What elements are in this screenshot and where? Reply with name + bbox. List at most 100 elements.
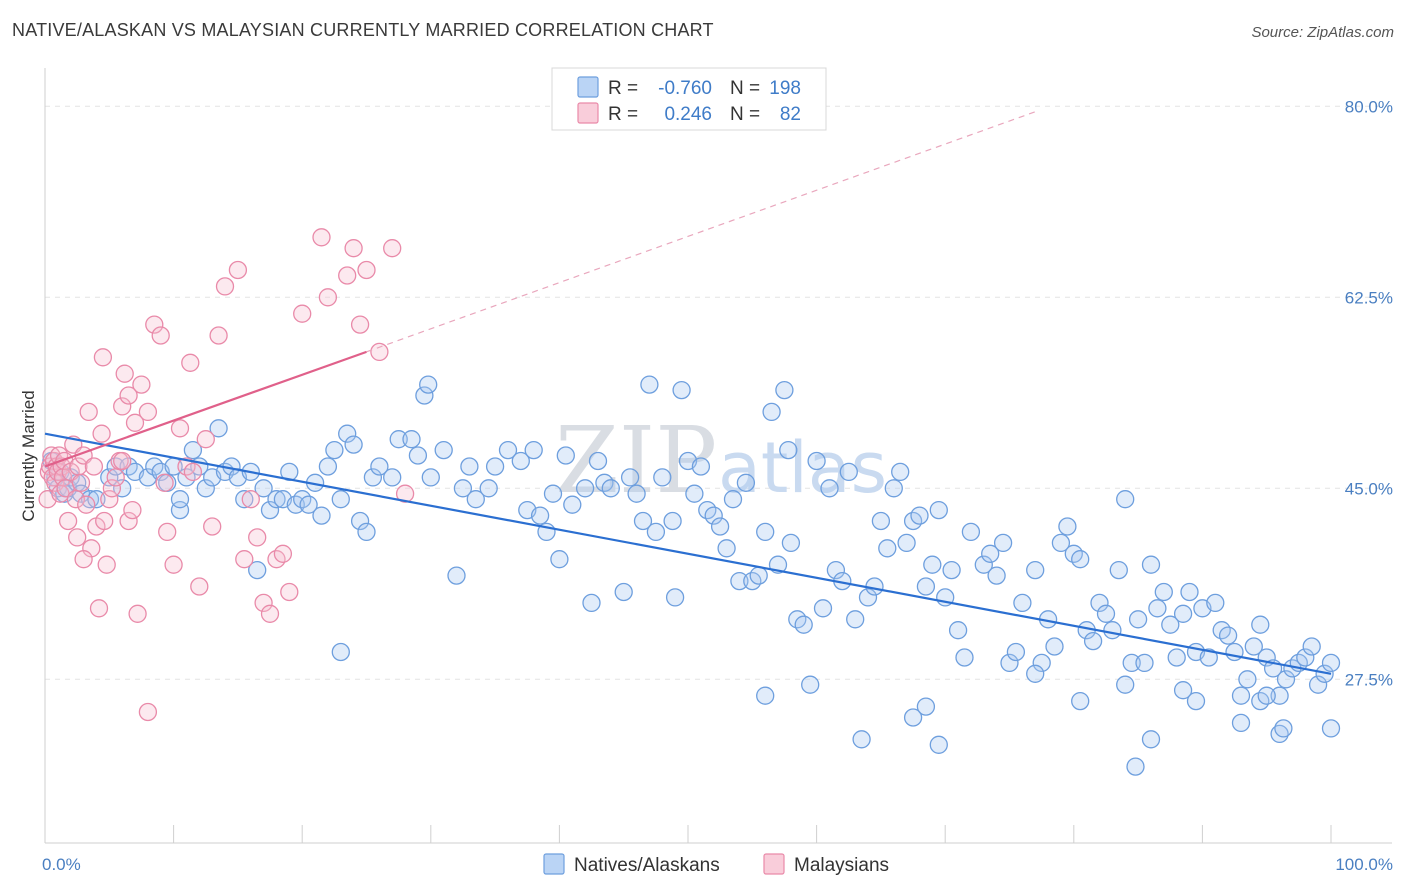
native-point-192: [756, 686, 775, 705]
native-point-87: [640, 375, 659, 394]
native-point-204: [1186, 691, 1206, 711]
malaysian-point-23: [79, 402, 98, 422]
malaysian-point-66: [293, 304, 312, 323]
native-point-55: [389, 430, 408, 449]
native-point-135: [955, 648, 974, 667]
y-tick-label-3: 80.0%: [1345, 97, 1393, 116]
native-point-61: [434, 440, 453, 460]
native-point-68: [498, 440, 518, 460]
native-point-176: [1231, 686, 1251, 705]
native-point-105: [756, 522, 775, 542]
correlation-legend: R = -0.760 N = 198 R = 0.246 N = 82: [551, 67, 827, 131]
native-point-26: [196, 479, 215, 498]
native-point-153: [1083, 631, 1103, 651]
native-point-53: [370, 457, 389, 476]
x-tick-label-1: 100.0%: [1335, 855, 1393, 874]
malaysian-point-75: [395, 484, 415, 503]
native-point-76: [556, 446, 575, 465]
watermark-atlas: atlas: [718, 427, 887, 509]
native-point-92: [672, 380, 691, 400]
native-point-79: [582, 593, 601, 613]
native-point-124: [884, 479, 903, 498]
native-point-182: [1270, 686, 1289, 705]
native-point-168: [1180, 582, 1199, 602]
malaysian-point-52: [190, 577, 209, 596]
malaysian-point-28: [92, 424, 111, 443]
native-point-125: [891, 462, 910, 482]
native-point-101: [730, 571, 749, 591]
native-point-128: [910, 506, 929, 525]
native-point-166: [1167, 648, 1186, 667]
bottom-legend-swatch-malaysians: [763, 853, 785, 875]
malaysian-point-42: [138, 402, 158, 422]
native-point-120: [858, 588, 878, 607]
native-point-34: [248, 560, 267, 580]
malaysian-point-30: [97, 555, 116, 574]
native-point-97: [704, 506, 723, 525]
malaysian-point-79: [113, 451, 132, 471]
data-points: [38, 228, 1341, 776]
native-point-123: [878, 539, 897, 558]
malaysian-point-54: [203, 517, 222, 536]
malaysian-point-69: [338, 266, 357, 285]
legend-swatch-natives: [577, 76, 599, 98]
native-point-56: [402, 430, 421, 449]
chart-title: NATIVE/ALASKAN VS MALAYSIAN CURRENTLY MA…: [12, 20, 714, 40]
native-point-197: [929, 735, 948, 754]
native-point-63: [453, 479, 473, 498]
native-point-85: [627, 484, 646, 503]
native-point-62: [447, 566, 466, 585]
malaysian-point-20: [71, 473, 91, 492]
native-point-138: [981, 544, 1000, 563]
native-point-126: [897, 533, 916, 553]
malaysian-point-33: [106, 468, 125, 487]
native-point-193: [801, 675, 820, 694]
malaysian-point-15: [58, 511, 78, 531]
native-point-131: [929, 500, 948, 520]
malaysian-point-76: [68, 528, 87, 547]
legend-n-label-malaysians: N =: [730, 104, 760, 125]
native-point-47: [331, 490, 350, 509]
native-point-178: [1244, 637, 1263, 656]
malaysian-point-44: [151, 326, 170, 345]
malaysian-point-64: [273, 544, 293, 563]
native-point-98: [710, 517, 730, 536]
native-point-36: [260, 500, 280, 520]
malaysian-point-50: [181, 353, 200, 372]
native-point-74: [543, 484, 563, 503]
native-point-51: [357, 522, 376, 542]
native-point-147: [1045, 637, 1064, 656]
malaysian-point-80: [119, 386, 138, 405]
malaysian-point-27: [89, 599, 109, 618]
native-point-78: [575, 479, 595, 498]
native-point-189: [1315, 664, 1334, 683]
x-tick-label-0: 0.0%: [42, 855, 81, 874]
native-point-83: [614, 582, 633, 602]
native-point-32: [235, 490, 254, 509]
trend-line-malaysians-extension: [366, 111, 1036, 353]
malaysian-point-18: [66, 490, 86, 509]
native-point-113: [807, 451, 826, 471]
native-point-119: [846, 610, 865, 629]
series-malaysians: [38, 228, 415, 722]
native-point-86: [633, 511, 653, 531]
native-point-198: [1026, 664, 1045, 683]
series-legend: Natives/Alaskans Malaysians: [543, 853, 889, 876]
native-point-82: [601, 479, 620, 498]
malaysian-point-60: [248, 528, 267, 547]
native-point-139: [987, 566, 1006, 585]
malaysian-point-39: [125, 413, 145, 432]
native-point-64: [460, 457, 479, 476]
native-point-72: [530, 506, 550, 525]
malaysian-point-46: [158, 522, 177, 542]
malaysian-point-67: [312, 228, 331, 247]
malaysian-point-32: [102, 479, 122, 498]
y-tick-label-1: 45.0%: [1345, 479, 1393, 498]
y-axis-title: Currently Married: [19, 390, 38, 521]
native-point-205: [1231, 713, 1251, 733]
native-point-13: [113, 479, 132, 498]
native-point-10: [87, 490, 106, 509]
y-tick-label-0: 27.5%: [1345, 670, 1393, 689]
native-point-42: [299, 495, 318, 514]
malaysian-point-56: [215, 277, 235, 296]
